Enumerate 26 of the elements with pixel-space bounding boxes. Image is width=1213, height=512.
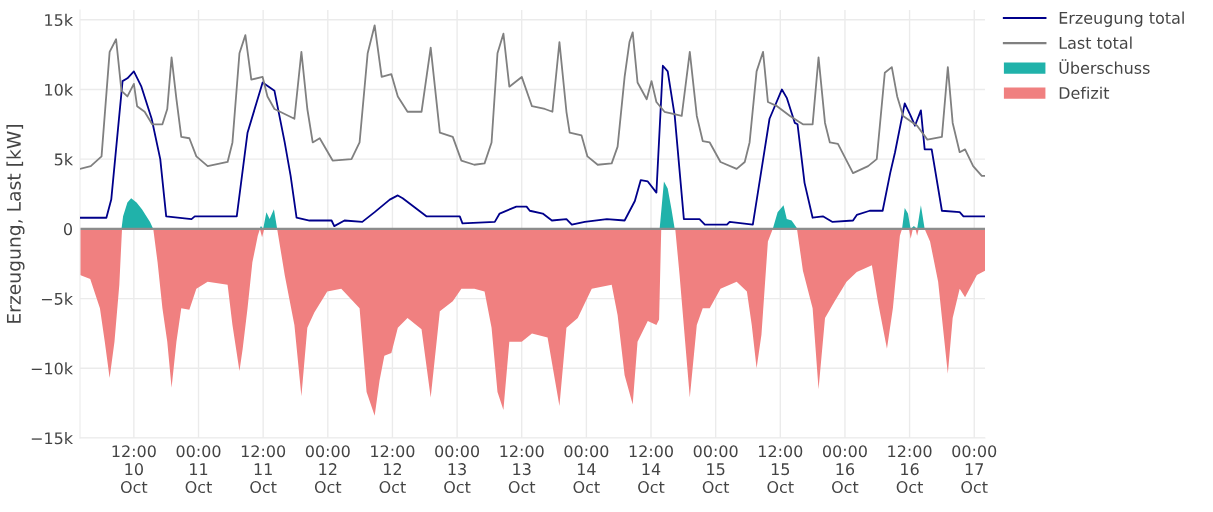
x-tick-label: 12:00 12 Oct [371, 445, 415, 494]
legend-label: Erzeugung total [1059, 11, 1184, 27]
x-tick-label: 00:00 13 Oct [435, 445, 480, 494]
x-tick-label: 00:00 14 Oct [564, 445, 609, 494]
x-tick-label: 00:00 16 Oct [822, 445, 867, 494]
x-tick-label: 12:00 13 Oct [500, 445, 544, 494]
y-tick-label: 10k [45, 83, 74, 96]
y-tick-label: 15k [45, 13, 74, 27]
y-tick-label: 0 [63, 223, 72, 236]
x-tick-label: 00:00 15 Oct [693, 445, 738, 494]
y-tick-label: −5k [41, 292, 74, 305]
y-tick-label: 5k [54, 153, 74, 166]
legend-label: Last total [1059, 36, 1132, 49]
x-tick-label: 12:00 15 Oct [759, 445, 803, 494]
x-tick-label: 00:00 17 Oct [952, 445, 997, 494]
x-tick-label: 12:00 14 Oct [629, 445, 673, 494]
x-tick-label: 00:00 12 Oct [305, 445, 350, 494]
legend-label: Defizit [1059, 86, 1110, 100]
legend-label: Überschuss [1059, 59, 1150, 74]
x-tick-label: 12:00 16 Oct [888, 445, 932, 494]
y-tick-label: −15k [31, 431, 74, 445]
y-axis-title: Erzeugung, Last [kW] [6, 124, 25, 323]
x-tick-label: 00:00 11 Oct [176, 445, 221, 494]
x-tick-label: 12:00 10 Oct [112, 445, 156, 494]
y-tick-label: −10k [31, 362, 74, 375]
x-tick-label: 12:00 11 Oct [241, 445, 286, 494]
